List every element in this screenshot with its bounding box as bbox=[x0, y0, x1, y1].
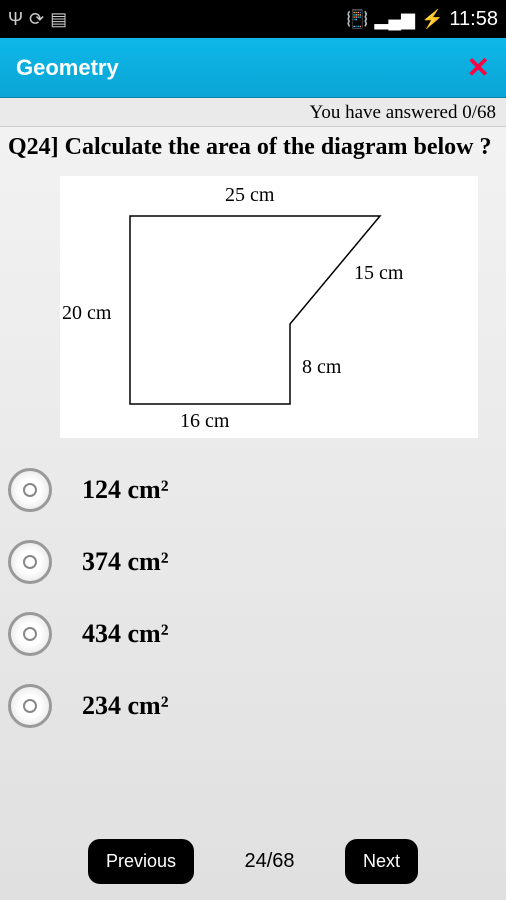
diagram: 25 cm 15 cm 8 cm 16 cm 20 cm bbox=[60, 176, 478, 438]
question-text: Q24] Calculate the area of the diagram b… bbox=[0, 127, 506, 172]
dim-notch: 8 cm bbox=[302, 356, 341, 379]
android-status-bar: Ψ ⟳ ▤ 📳 ▂▄▆ ⚡ 11:58 bbox=[0, 0, 506, 38]
vibrate-icon: 📳 bbox=[346, 9, 368, 30]
dim-right: 15 cm bbox=[354, 262, 403, 285]
close-button[interactable]: ✕ bbox=[467, 51, 490, 84]
option-row[interactable]: 434 cm² bbox=[8, 598, 498, 670]
page-indicator: 24/68 bbox=[244, 850, 294, 873]
signal-icon: ▂▄▆ bbox=[375, 9, 415, 30]
sd-icon: ▤ bbox=[50, 9, 67, 30]
diagram-svg bbox=[60, 176, 480, 438]
option-label: 374 cm² bbox=[82, 547, 169, 577]
radio-icon[interactable] bbox=[8, 612, 52, 656]
page-title: Geometry bbox=[16, 55, 119, 81]
option-row[interactable]: 124 cm² bbox=[8, 454, 498, 526]
usb-icon: Ψ bbox=[8, 9, 23, 30]
option-row[interactable]: 234 cm² bbox=[8, 670, 498, 742]
sync-icon: ⟳ bbox=[29, 9, 44, 30]
options-list: 124 cm² 374 cm² 434 cm² 234 cm² bbox=[0, 448, 506, 742]
status-left: Ψ ⟳ ▤ bbox=[8, 9, 67, 30]
radio-icon[interactable] bbox=[8, 468, 52, 512]
progress-banner: You have answered 0/68 bbox=[0, 98, 506, 127]
next-button[interactable]: Next bbox=[345, 839, 418, 884]
option-row[interactable]: 374 cm² bbox=[8, 526, 498, 598]
battery-charging-icon: ⚡ bbox=[421, 9, 443, 30]
question-number: Q24] bbox=[8, 134, 59, 160]
dim-left: 20 cm bbox=[62, 302, 111, 325]
status-time: 11:58 bbox=[449, 8, 498, 31]
dim-bottom: 16 cm bbox=[180, 410, 229, 433]
option-label: 124 cm² bbox=[82, 475, 169, 505]
previous-button[interactable]: Previous bbox=[88, 839, 194, 884]
option-label: 434 cm² bbox=[82, 619, 169, 649]
radio-icon[interactable] bbox=[8, 684, 52, 728]
app-header: Geometry ✕ bbox=[0, 38, 506, 98]
option-label: 234 cm² bbox=[82, 691, 169, 721]
status-right: 📳 ▂▄▆ ⚡ 11:58 bbox=[346, 8, 498, 31]
question-body: Calculate the area of the diagram below … bbox=[65, 134, 492, 160]
footer-nav: Previous 24/68 Next bbox=[0, 839, 506, 884]
diagram-polygon bbox=[130, 216, 380, 404]
dim-top: 25 cm bbox=[225, 184, 274, 207]
radio-icon[interactable] bbox=[8, 540, 52, 584]
